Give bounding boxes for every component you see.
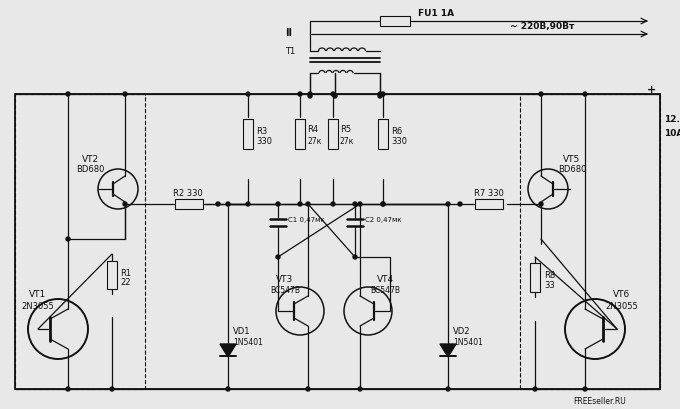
Text: 27к: 27к — [340, 136, 354, 145]
Text: BD680: BD680 — [558, 165, 586, 174]
Text: FREEseller.RU: FREEseller.RU — [574, 397, 626, 405]
Text: 27к: 27к — [307, 136, 322, 145]
Text: 2N3055: 2N3055 — [606, 302, 639, 311]
Circle shape — [378, 93, 382, 97]
Text: VT6: VT6 — [613, 290, 630, 299]
Circle shape — [353, 255, 357, 259]
Text: T1: T1 — [285, 47, 295, 56]
Bar — [475, 200, 503, 209]
Circle shape — [226, 202, 230, 207]
Circle shape — [583, 93, 587, 97]
Text: 2N3055: 2N3055 — [22, 302, 54, 311]
Circle shape — [276, 202, 280, 207]
Circle shape — [123, 93, 127, 97]
Circle shape — [381, 202, 385, 207]
Circle shape — [298, 93, 302, 97]
Circle shape — [308, 95, 312, 99]
Text: VT1: VT1 — [29, 290, 47, 299]
Text: 22: 22 — [120, 278, 131, 287]
Text: VD2: VD2 — [453, 327, 471, 336]
Text: BC547B: BC547B — [370, 286, 400, 295]
Text: 10А: 10А — [664, 128, 680, 137]
Text: BC547B: BC547B — [270, 286, 300, 295]
Text: R1: R1 — [120, 268, 131, 277]
Circle shape — [358, 202, 362, 207]
Circle shape — [539, 93, 543, 97]
Bar — [380, 17, 410, 27]
Circle shape — [533, 387, 537, 391]
Circle shape — [378, 95, 382, 99]
Circle shape — [308, 93, 312, 97]
Text: VT3: VT3 — [276, 275, 294, 284]
Circle shape — [331, 202, 335, 207]
Circle shape — [216, 202, 220, 207]
Text: R4: R4 — [307, 125, 318, 134]
Polygon shape — [220, 344, 236, 357]
Text: 1N5401: 1N5401 — [233, 338, 263, 347]
Circle shape — [381, 93, 385, 97]
Circle shape — [331, 93, 335, 97]
Text: 1N5401: 1N5401 — [453, 338, 483, 347]
Text: C1 0,47мк: C1 0,47мк — [288, 216, 324, 222]
Text: R5: R5 — [340, 125, 351, 134]
Circle shape — [110, 387, 114, 391]
Text: ~ 220В,90Вт: ~ 220В,90Вт — [510, 21, 575, 30]
Text: 33: 33 — [544, 281, 555, 290]
Bar — [328, 120, 338, 150]
Circle shape — [353, 202, 357, 207]
Text: R2 330: R2 330 — [173, 189, 203, 198]
Circle shape — [333, 95, 337, 99]
Text: R7 330: R7 330 — [474, 189, 504, 198]
Circle shape — [123, 202, 127, 207]
Text: 12..14В: 12..14В — [664, 115, 680, 124]
Circle shape — [446, 202, 450, 207]
Bar — [15, 95, 145, 389]
Text: R3: R3 — [256, 127, 267, 136]
Text: FU1 1A: FU1 1A — [418, 9, 454, 18]
Circle shape — [381, 202, 385, 207]
Circle shape — [298, 202, 302, 207]
Text: +: + — [647, 85, 657, 95]
Circle shape — [66, 237, 70, 241]
Text: R6: R6 — [391, 127, 403, 136]
Text: VT4: VT4 — [377, 275, 394, 284]
Bar — [175, 200, 203, 209]
Circle shape — [246, 202, 250, 207]
Text: VT5: VT5 — [563, 155, 581, 164]
Circle shape — [306, 387, 310, 391]
Bar — [295, 120, 305, 150]
Bar — [530, 263, 540, 292]
Circle shape — [306, 202, 310, 207]
Text: 330: 330 — [391, 137, 407, 146]
Text: VD1: VD1 — [233, 327, 250, 336]
Circle shape — [358, 387, 362, 391]
Circle shape — [226, 387, 230, 391]
Text: R8: R8 — [544, 270, 556, 279]
Bar — [520, 95, 660, 389]
Bar — [243, 120, 253, 150]
Circle shape — [66, 387, 70, 391]
Circle shape — [446, 387, 450, 391]
Circle shape — [276, 255, 280, 259]
Circle shape — [246, 93, 250, 97]
Circle shape — [458, 202, 462, 207]
Circle shape — [66, 93, 70, 97]
Circle shape — [583, 387, 587, 391]
Polygon shape — [440, 344, 456, 357]
Bar — [107, 261, 117, 289]
Text: 330: 330 — [256, 137, 272, 146]
Text: II: II — [285, 28, 292, 38]
Bar — [378, 120, 388, 150]
Bar — [15, 95, 660, 389]
Text: C2 0,47мк: C2 0,47мк — [365, 216, 401, 222]
Text: VT2: VT2 — [82, 155, 99, 164]
Text: BD680: BD680 — [75, 165, 104, 174]
Circle shape — [539, 202, 543, 207]
